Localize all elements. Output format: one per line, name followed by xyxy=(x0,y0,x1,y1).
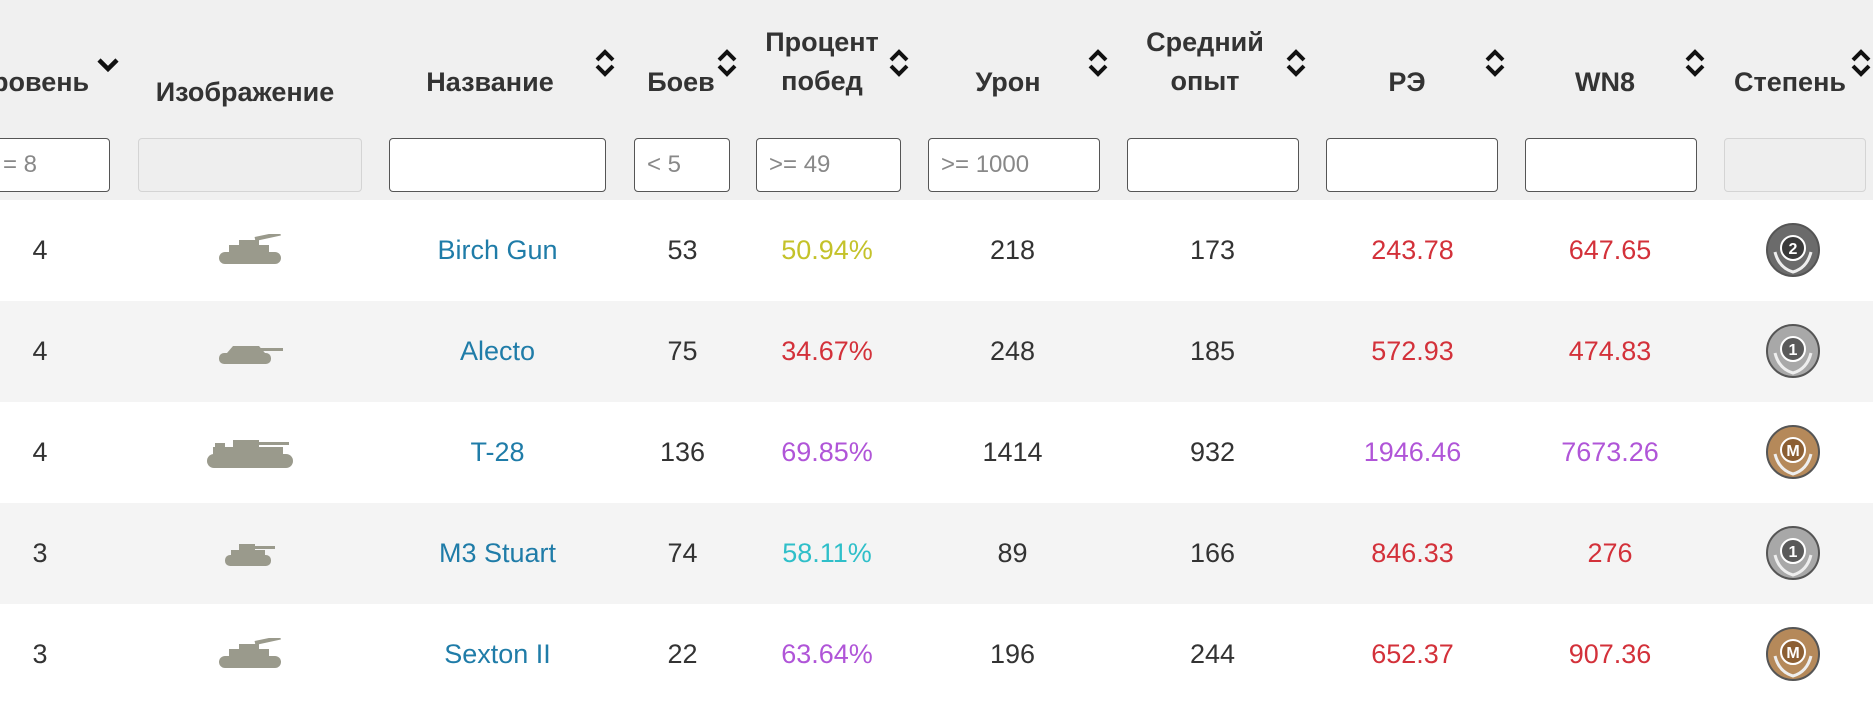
table-row: 3 Sexton II 22 63.64% 196 244 652.37 907.36 M xyxy=(0,604,1873,705)
table-row: 3 M3 Stuart 74 58.11% 89 166 846.33 276 1 xyxy=(0,503,1873,604)
column-header-re[interactable]: РЭ xyxy=(1388,67,1426,97)
avg-xp-cell: 185 xyxy=(1189,336,1236,366)
medium-tank-icon xyxy=(150,402,350,503)
level-cell: 3 xyxy=(32,639,48,669)
table-row: 4 T-28 136 69.85% 1414 932 1946.46 7673.26 M xyxy=(0,402,1873,503)
mastery-ace-badge-icon: M xyxy=(1765,424,1821,480)
level-cell: 4 xyxy=(32,437,48,467)
sort-icon[interactable] xyxy=(1683,47,1707,79)
svg-text:M: M xyxy=(1786,645,1799,662)
column-header-wn8[interactable]: WN8 xyxy=(1575,67,1635,97)
column-header-name[interactable]: Название xyxy=(426,67,554,97)
wn8-cell: 276 xyxy=(1587,538,1633,568)
mastery-filter-input xyxy=(1724,138,1866,192)
light-tank-icon xyxy=(150,503,350,604)
mastery-1-badge-icon: 1 xyxy=(1765,323,1821,379)
vehicle-name-link[interactable]: Alecto xyxy=(459,336,536,366)
svg-text:1: 1 xyxy=(1789,342,1798,359)
wn8-cell: 647.65 xyxy=(1568,235,1652,265)
column-header-mastery[interactable]: Степень xyxy=(1734,67,1846,97)
column-header-winrate-line1: Процент xyxy=(765,27,879,57)
damage-filter-input[interactable] xyxy=(928,138,1100,192)
re-cell: 572.93 xyxy=(1371,336,1454,366)
winrate-cell: 34.67% xyxy=(781,336,873,366)
column-header-battles[interactable]: Боев xyxy=(647,67,715,97)
re-cell: 652.37 xyxy=(1371,639,1454,669)
spg-icon xyxy=(150,200,350,301)
re-filter-input[interactable] xyxy=(1326,138,1498,192)
sort-icon[interactable] xyxy=(1483,47,1507,79)
table-row: 4 Birch Gun 53 50.94% 218 173 243.78 647.65 2 xyxy=(0,200,1873,301)
sort-icon[interactable] xyxy=(593,47,617,79)
wn8-cell: 7673.26 xyxy=(1561,437,1659,467)
mastery-2-badge-icon: 2 xyxy=(1765,222,1821,278)
spg-icon xyxy=(150,604,350,705)
level-cell: 3 xyxy=(32,538,48,568)
avg-xp-filter-input[interactable] xyxy=(1127,138,1299,192)
damage-cell: 1414 xyxy=(982,437,1043,467)
battles-cell: 74 xyxy=(667,538,698,568)
damage-cell: 248 xyxy=(989,336,1036,366)
td-icon xyxy=(150,301,350,402)
svg-text:2: 2 xyxy=(1789,241,1798,258)
column-header-avg-xp-line2: опыт xyxy=(1170,66,1240,96)
battles-cell: 53 xyxy=(667,235,698,265)
battles-cell: 136 xyxy=(659,437,706,467)
damage-cell: 89 xyxy=(997,538,1028,568)
winrate-cell: 58.11% xyxy=(782,538,872,568)
column-header-damage[interactable]: Урон xyxy=(975,67,1041,97)
wn8-cell: 907.36 xyxy=(1568,639,1652,669)
mastery-1-badge-icon: 1 xyxy=(1765,525,1821,581)
sort-icon[interactable] xyxy=(1086,47,1110,79)
re-cell: 846.33 xyxy=(1371,538,1454,568)
sort-icon[interactable] xyxy=(1849,47,1873,79)
damage-cell: 196 xyxy=(989,639,1036,669)
wn8-cell: 474.83 xyxy=(1568,336,1652,366)
vehicle-name-link[interactable]: Birch Gun xyxy=(437,235,558,265)
sort-icon[interactable] xyxy=(887,47,911,79)
level-filter-input[interactable] xyxy=(0,138,110,192)
mastery-ace-badge-icon: M xyxy=(1765,626,1821,682)
avg-xp-cell: 166 xyxy=(1189,538,1236,568)
svg-text:1: 1 xyxy=(1789,544,1798,561)
wn8-filter-input[interactable] xyxy=(1525,138,1697,192)
column-header-winrate-line2: побед xyxy=(781,66,863,96)
image-filter-input xyxy=(138,138,362,192)
level-cell: 4 xyxy=(32,235,48,265)
damage-cell: 218 xyxy=(989,235,1036,265)
table-row: 4 Alecto 75 34.67% 248 185 572.93 474.83 1 xyxy=(0,301,1873,402)
winrate-cell: 50.94% xyxy=(781,235,873,265)
column-header-avg-xp[interactable]: Средний опыт xyxy=(1130,23,1280,101)
winrate-cell: 69.85% xyxy=(781,437,873,467)
vehicle-name-link[interactable]: Sexton II xyxy=(444,639,551,669)
avg-xp-cell: 932 xyxy=(1189,437,1236,467)
battles-cell: 75 xyxy=(667,336,698,366)
column-header-winrate[interactable]: Процент побед xyxy=(752,23,892,101)
column-header-level[interactable]: ровень xyxy=(0,67,90,97)
level-cell: 4 xyxy=(32,336,48,366)
re-cell: 1946.46 xyxy=(1363,437,1462,467)
name-filter-input[interactable] xyxy=(389,138,606,192)
vehicle-name-link[interactable]: T-28 xyxy=(470,437,525,467)
column-header-image: Изображение xyxy=(155,77,335,107)
svg-text:M: M xyxy=(1786,443,1799,460)
re-cell: 243.78 xyxy=(1371,235,1454,265)
sort-icon[interactable] xyxy=(1284,47,1308,79)
battles-cell: 22 xyxy=(667,639,698,669)
winrate-filter-input[interactable] xyxy=(756,138,901,192)
avg-xp-cell: 173 xyxy=(1189,235,1236,265)
sort-icon[interactable] xyxy=(715,47,739,79)
winrate-cell: 63.64% xyxy=(781,639,873,669)
avg-xp-cell: 244 xyxy=(1189,639,1236,669)
column-header-avg-xp-line1: Средний xyxy=(1146,27,1264,57)
vehicle-name-link[interactable]: M3 Stuart xyxy=(438,538,557,568)
chevron-down-icon[interactable] xyxy=(96,50,120,82)
battles-filter-input[interactable] xyxy=(634,138,730,192)
